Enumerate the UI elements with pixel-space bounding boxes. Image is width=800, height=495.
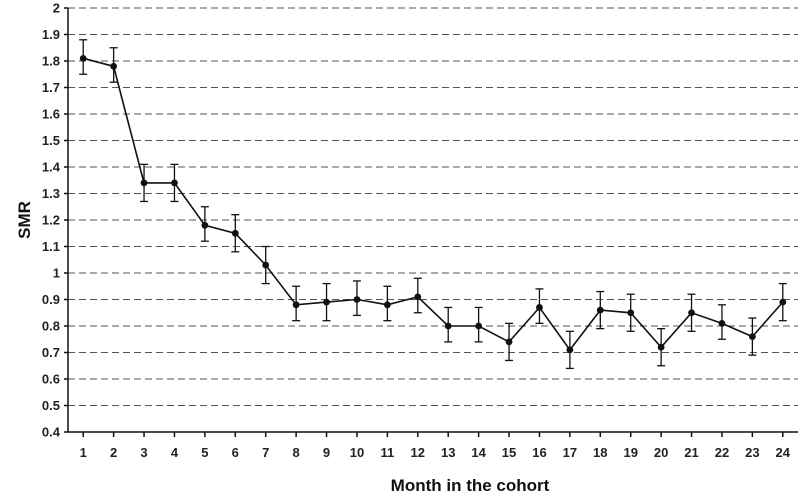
data-point [505, 338, 513, 346]
data-point [748, 333, 756, 340]
x-tick-label: 8 [293, 445, 300, 460]
data-point [444, 322, 452, 330]
data-point [566, 346, 574, 354]
x-tick-label: 22 [715, 445, 729, 460]
x-tick-labels: 1 2 3 4 5 6 7 8 9 10 11 12 13 14 15 16 17 18 19 20 21 22 23 24 [80, 432, 791, 460]
data-point [353, 296, 361, 303]
y-tick-label: 1.4 [42, 160, 61, 175]
y-tick-label: 0.9 [42, 292, 60, 307]
y-tick-label: 1 [53, 266, 60, 281]
x-tick-label: 7 [262, 445, 269, 460]
data-point [140, 179, 148, 187]
x-tick-label: 14 [471, 445, 486, 460]
x-tick-label: 9 [323, 445, 330, 460]
x-tick-label: 17 [563, 445, 577, 460]
data-point [657, 343, 665, 351]
data-point [536, 304, 543, 311]
y-axis-title: SMR [15, 201, 34, 239]
x-tick-label: 1 [80, 445, 87, 460]
gridlines [64, 7, 798, 433]
axes [67, 8, 798, 433]
y-tick-label: 1.5 [42, 133, 60, 148]
y-tick-label: 0.7 [42, 345, 60, 360]
data-point [627, 309, 635, 317]
y-tick-label: 1.7 [42, 80, 60, 95]
x-tick-label: 11 [381, 445, 395, 460]
data-point [475, 322, 483, 330]
data-point [110, 62, 118, 70]
x-tick-label: 24 [776, 445, 791, 460]
x-tick-label: 18 [593, 445, 607, 460]
x-tick-label: 2 [110, 445, 117, 460]
y-tick-label: 0.5 [42, 398, 60, 413]
y-tick-labels: 0.4 0.5 0.6 0.7 0.8 0.9 1 1.1 1.2 1.3 1.4 1.5 1.6 1.7… [42, 1, 61, 440]
data-point [262, 261, 270, 269]
y-tick-label: 1.9 [42, 27, 60, 42]
x-tick-label: 20 [654, 445, 668, 460]
y-tick-label: 2 [53, 1, 60, 16]
x-tick-label: 13 [441, 445, 455, 460]
y-tick-label: 0.8 [42, 319, 60, 334]
x-tick-label: 4 [171, 445, 179, 460]
data-point [79, 54, 87, 62]
x-tick-label: 15 [502, 445, 516, 460]
data-point [201, 221, 209, 229]
error-bars [79, 39, 787, 370]
x-tick-label: 21 [684, 445, 698, 460]
data-point [596, 306, 604, 314]
x-tick-label: 16 [532, 445, 546, 460]
x-tick-label: 5 [201, 445, 208, 460]
y-tick-label: 1.2 [42, 213, 60, 228]
y-tick-label: 0.6 [42, 372, 60, 387]
series-line [82, 57, 784, 352]
y-tick-label: 1.8 [42, 54, 60, 69]
data-point [718, 319, 726, 327]
x-tick-label: 12 [411, 445, 425, 460]
data-point [231, 229, 239, 237]
data-point [383, 301, 391, 309]
data-point [292, 301, 300, 309]
x-axis-title: Month in the cohort [391, 476, 550, 495]
data-point [323, 298, 330, 306]
data-points [79, 54, 787, 354]
y-tick-label: 0.4 [42, 425, 61, 440]
y-tick-label: 1.3 [42, 186, 60, 201]
data-point [779, 298, 787, 306]
data-point [414, 293, 422, 301]
x-tick-label: 19 [623, 445, 637, 460]
data-point [688, 309, 695, 317]
y-tick-label: 1.1 [42, 239, 60, 254]
data-point [171, 179, 178, 187]
x-tick-label: 3 [140, 445, 147, 460]
y-tick-label: 1.6 [42, 107, 60, 122]
x-tick-label: 10 [350, 445, 364, 460]
x-tick-label: 23 [745, 445, 759, 460]
x-tick-label: 6 [232, 445, 239, 460]
